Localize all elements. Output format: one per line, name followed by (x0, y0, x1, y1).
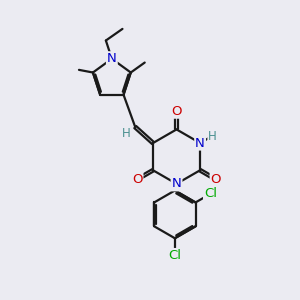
Text: N: N (107, 52, 117, 65)
Text: H: H (122, 127, 130, 140)
Text: O: O (171, 105, 182, 118)
Text: Cl: Cl (204, 187, 217, 200)
Text: O: O (132, 173, 142, 186)
Text: H: H (208, 130, 217, 143)
Text: N: N (195, 136, 205, 149)
Text: Cl: Cl (168, 249, 182, 262)
Text: O: O (211, 173, 221, 186)
Text: N: N (172, 177, 182, 190)
